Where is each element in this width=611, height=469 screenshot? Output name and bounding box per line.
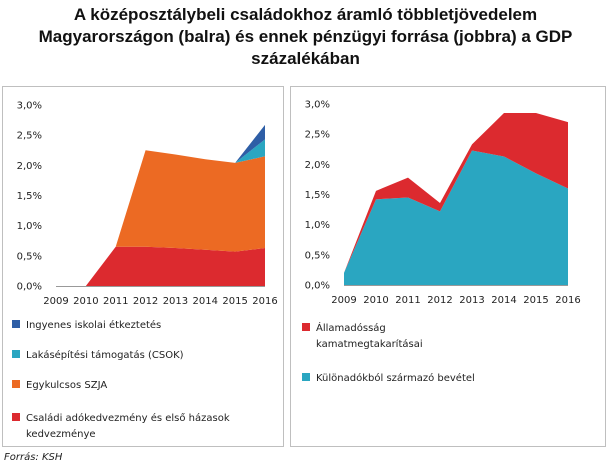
left-ytick-label: 2,5% (17, 131, 42, 142)
right-legend-label: kamatmegtakarításai (316, 338, 423, 350)
right-area-series-0 (344, 150, 568, 285)
title-line-2: Magyarországon (balra) és ennek pénzügyi… (38, 27, 573, 46)
title-line-1: A középosztálybeli családokhoz áramló tö… (73, 5, 538, 24)
left-area-series-1 (56, 150, 265, 286)
right-xtick-label: 2014 (491, 295, 516, 306)
right-ytick-label: 2,0% (305, 160, 330, 171)
left-legend-label: Ingyenes iskolai étkeztetés (26, 319, 161, 331)
left-legend-swatch (12, 320, 20, 328)
right-xtick-label: 2013 (459, 295, 484, 306)
right-ytick-label: 1,5% (305, 190, 330, 201)
left-legend-label: kedvezménye (26, 428, 96, 440)
left-legend-swatch (12, 350, 20, 358)
left-legend-swatch (12, 380, 20, 388)
right-xtick-label: 2016 (555, 295, 580, 306)
source-note: Forrás: KSH (4, 452, 63, 463)
left-legend-label: Családi adókedvezmény és első házasok (26, 412, 230, 424)
left-xtick-label: 2016 (252, 296, 277, 307)
right-xtick-label: 2011 (395, 295, 420, 306)
left-ytick-label: 2,0% (17, 161, 42, 172)
right-xtick-label: 2009 (331, 295, 356, 306)
right-ytick-label: 1,0% (305, 220, 330, 231)
right-area-series-1 (344, 113, 568, 273)
left-legend-label: Lakásépítési támogatás (CSOK) (26, 349, 184, 361)
left-xtick-label: 2013 (163, 296, 188, 307)
left-xtick-label: 2014 (193, 296, 218, 307)
left-panel-frame (2, 86, 284, 447)
right-ytick-label: 3,0% (305, 100, 330, 111)
right-legend-label: Államadósság (316, 321, 386, 334)
right-xtick-label: 2015 (523, 295, 548, 306)
right-panel-frame (290, 86, 606, 447)
right-xtick-label: 2010 (363, 295, 388, 306)
right-ytick-label: 0,0% (305, 281, 330, 292)
left-xtick-label: 2012 (133, 296, 158, 307)
left-ytick-label: 0,5% (17, 251, 42, 262)
left-legend-swatch (12, 413, 20, 421)
right-legend-swatch (302, 373, 310, 381)
left-chart: 0,0% 0,5% 1,0% 1,5% 2,0% 2,5% 3,0% 2009 2010 2011… (12, 101, 278, 440)
left-ytick-label: 0,0% (17, 282, 42, 293)
chart-title: A középosztálybeli családokhoz áramló tö… (0, 4, 611, 70)
left-xtick-label: 2015 (222, 296, 247, 307)
left-area-series-0 (56, 246, 265, 286)
left-xtick-label: 2011 (103, 296, 128, 307)
left-legend-label: Egykulcsos SZJA (26, 380, 107, 391)
right-ytick-label: 0,5% (305, 250, 330, 261)
left-ytick-label: 3,0% (17, 101, 42, 112)
left-ytick-label: 1,5% (17, 191, 42, 202)
left-ytick-label: 1,0% (17, 221, 42, 232)
right-legend-label: Különadókból származó bevétel (316, 372, 475, 384)
left-xtick-label: 2010 (73, 296, 98, 307)
right-xtick-label: 2012 (427, 295, 452, 306)
left-xtick-label: 2009 (43, 296, 68, 307)
title-line-3: százalékában (251, 49, 360, 68)
right-legend-swatch (302, 323, 310, 331)
right-ytick-label: 2,5% (305, 130, 330, 141)
right-chart: 0,0% 0,5% 1,0% 1,5% 2,0% 2,5% 3,0% 2009 2010 2011… (302, 100, 581, 384)
